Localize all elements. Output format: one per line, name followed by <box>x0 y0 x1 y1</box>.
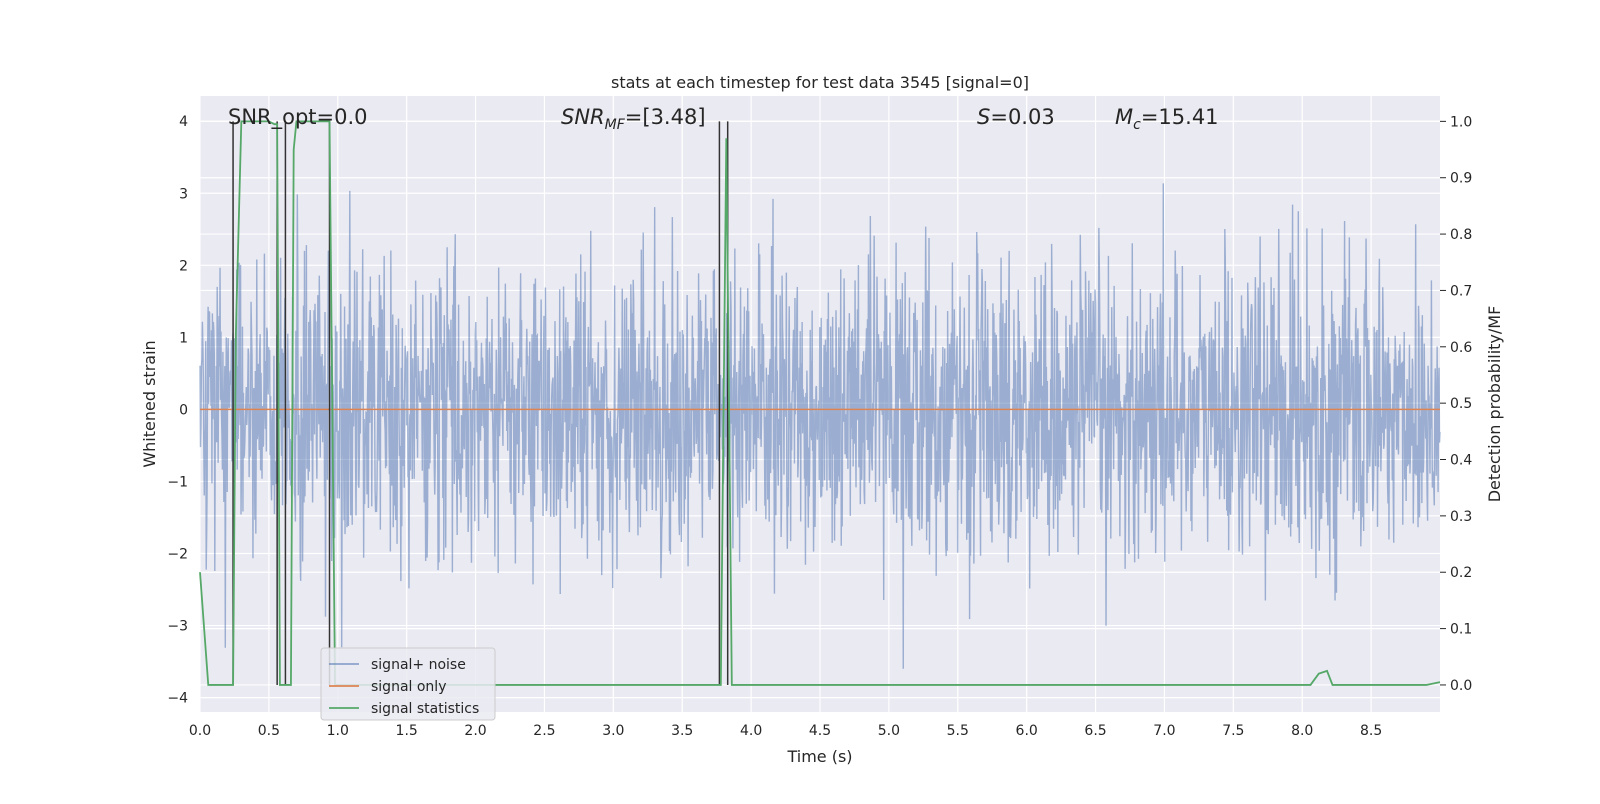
x-tick-label: 0.0 <box>189 723 211 739</box>
y-tick-label: −2 <box>167 546 188 562</box>
y-tick-label: 2 <box>179 258 188 274</box>
y2-tick-label: 0.5 <box>1450 396 1472 412</box>
chart-title: stats at each timestep for test data 354… <box>611 73 1029 92</box>
x-tick-label: 3.5 <box>671 723 693 739</box>
y2-tick-label: 0.8 <box>1450 227 1472 243</box>
y2-tick-label: 0.7 <box>1450 283 1472 299</box>
x-tick-label: 5.0 <box>878 723 900 739</box>
y-tick-label: −4 <box>167 691 188 707</box>
x-tick-label: 6.5 <box>1084 723 1106 739</box>
x-tick-label: 2.5 <box>533 723 555 739</box>
x-tick-label: 8.0 <box>1291 723 1313 739</box>
x-tick-label: 0.5 <box>258 723 280 739</box>
legend-box <box>320 647 496 721</box>
x-tick-label: 1.5 <box>396 723 418 739</box>
signal-statistics-line <box>199 120 1441 686</box>
x-tick-label: 2.0 <box>464 723 486 739</box>
annotations: SNR_opt=0.0 SNRMF=[3.48] S=0.03 Mc=15.41 <box>228 105 1219 133</box>
signal-statistics-series <box>199 120 1441 686</box>
x-tick-label: 1.0 <box>327 723 349 739</box>
x-ticks: 0.0 0.5 1.0 1.5 2.0 2.5 3.0 3.5 4.0 4.5 5.0 5.5 6.0 6… <box>189 723 1382 739</box>
legend-label: signal+ noise <box>371 657 466 673</box>
x-axis-label: Time (s) <box>786 747 852 766</box>
annotation-s: S=0.03 <box>977 105 1055 129</box>
y2-tick-label: 1.0 <box>1450 114 1472 130</box>
y2-tick-label: 0.2 <box>1450 565 1472 581</box>
y2-tick-label: 0.9 <box>1450 171 1472 187</box>
x-tick-label: 8.5 <box>1360 723 1382 739</box>
x-tick-label: 7.0 <box>1153 723 1175 739</box>
y-ticks: 4 3 2 1 0 −1 −2 −3 −4 <box>167 114 188 706</box>
y-tick-label: −1 <box>167 474 188 490</box>
y2-tick-label: 0.0 <box>1450 678 1472 694</box>
y-tick-label: 4 <box>179 114 188 130</box>
signal-plus-noise-series <box>199 183 1441 669</box>
y-tick-label: 0 <box>179 402 188 418</box>
x-tick-label: 4.0 <box>740 723 762 739</box>
signal-plus-noise-line <box>199 183 1441 669</box>
x-tick-label: 6.0 <box>1016 723 1038 739</box>
legend-label: signal only <box>371 679 446 695</box>
annotation-snr-mf: SNRMF=[3.48] <box>561 105 706 133</box>
y2-tick-label: 0.4 <box>1450 453 1472 469</box>
x-tick-label: 3.0 <box>602 723 624 739</box>
x-tick-label: 4.5 <box>809 723 831 739</box>
y2-tick-label: 0.6 <box>1450 340 1472 356</box>
y2-tick-label: 0.1 <box>1450 622 1472 638</box>
y2-ticks: 1.0 0.9 0.8 0.7 0.6 0.5 0.4 0.3 0.2 0.1 0.0 <box>1440 114 1472 694</box>
annotation-mc: Mc=15.41 <box>1115 105 1219 133</box>
y2-axis-label: Detection probability/MF <box>1485 306 1504 503</box>
y-tick-label: 3 <box>179 186 188 202</box>
y-axis-label: Whitened strain <box>140 340 159 467</box>
x-tick-label: 5.5 <box>947 723 969 739</box>
legend: signal+ noise signal only signal statistic… <box>320 647 496 721</box>
x-tick-label: 7.5 <box>1222 723 1244 739</box>
y-tick-label: −3 <box>167 619 188 635</box>
y2-tick-label: 0.3 <box>1450 509 1472 525</box>
legend-label: signal statistics <box>371 701 479 717</box>
annotation-snr-opt: SNR_opt=0.0 <box>228 105 368 130</box>
y-tick-label: 1 <box>179 330 188 346</box>
